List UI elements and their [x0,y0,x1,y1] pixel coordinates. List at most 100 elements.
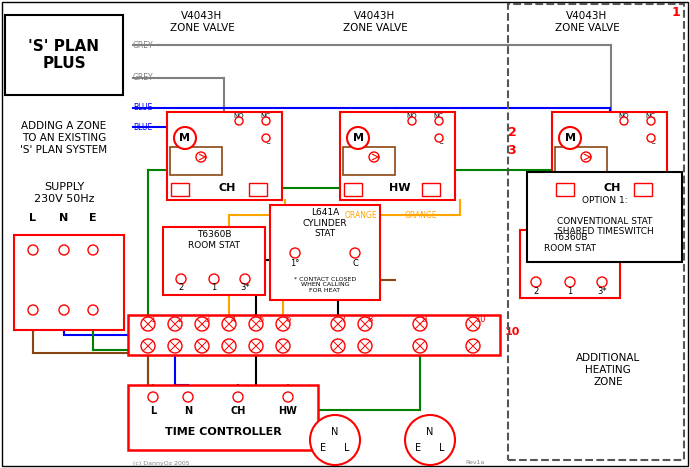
Bar [343,147,395,175]
Circle shape [88,245,98,255]
Text: 10: 10 [504,327,520,337]
Bar [340,112,455,200]
Circle shape [559,127,581,149]
Circle shape [28,305,38,315]
Circle shape [331,317,345,331]
Text: NO: NO [619,113,629,119]
Circle shape [331,339,345,353]
Text: T6360B
ROOM STAT: T6360B ROOM STAT [188,230,240,250]
Bar [634,183,652,196]
Circle shape [88,305,98,315]
Bar [270,205,380,300]
Circle shape [262,134,270,142]
Text: E: E [89,213,97,223]
Text: BLUE: BLUE [133,103,152,112]
Text: 1°: 1° [290,258,299,268]
Bar [588,262,598,270]
Bar [167,112,282,200]
Text: N: N [59,213,68,223]
Circle shape [222,339,236,353]
Circle shape [310,415,360,465]
Circle shape [466,339,480,353]
Text: L: L [30,213,37,223]
Text: 4: 4 [231,315,236,324]
Bar [552,112,667,200]
Circle shape [235,117,243,125]
Circle shape [647,117,655,125]
Text: C: C [266,139,270,145]
Circle shape [435,134,443,142]
Text: 1: 1 [567,286,573,295]
Circle shape [262,117,270,125]
Circle shape [597,277,607,287]
Circle shape [369,152,379,162]
Bar [555,147,607,175]
Bar [170,147,222,175]
Text: L: L [440,443,445,453]
Bar [556,183,574,196]
Text: 2: 2 [177,315,182,324]
Circle shape [196,152,206,162]
Circle shape [581,152,591,162]
Text: V4043H
ZONE VALVE: V4043H ZONE VALVE [555,11,620,33]
Text: Rev1a: Rev1a [465,461,484,466]
Text: M: M [353,133,364,143]
Circle shape [358,317,372,331]
Bar [527,172,682,262]
Circle shape [240,274,250,284]
Circle shape [168,317,182,331]
Bar [235,259,245,267]
Text: SUPPLY
230V 50Hz: SUPPLY 230V 50Hz [34,182,95,204]
Text: 5: 5 [258,315,264,324]
Text: BLUE: BLUE [133,123,152,132]
Text: CH: CH [603,183,621,193]
Text: T6360B
ROOM STAT: T6360B ROOM STAT [544,234,596,253]
Text: NC: NC [260,113,270,119]
Circle shape [276,339,290,353]
Circle shape [209,274,219,284]
Text: 3*: 3* [597,286,607,295]
Circle shape [347,127,369,149]
Circle shape [435,117,443,125]
Bar [549,262,559,270]
Text: M: M [564,133,575,143]
Text: ADDITIONAL
HEATING
ZONE: ADDITIONAL HEATING ZONE [576,353,640,387]
Text: N: N [426,427,434,437]
Text: 1: 1 [211,284,217,292]
Circle shape [183,392,193,402]
Text: 3: 3 [204,315,209,324]
Bar [575,262,585,270]
Circle shape [141,339,155,353]
Text: 1: 1 [150,315,155,324]
Circle shape [413,317,427,331]
Circle shape [276,317,290,331]
Text: ORANGE: ORANGE [345,211,377,219]
Circle shape [565,277,575,287]
Text: 2: 2 [533,286,539,295]
Bar [163,227,265,295]
Text: C: C [651,139,656,145]
Bar [128,315,500,355]
Circle shape [249,339,263,353]
Text: GREY: GREY [133,73,154,82]
Bar [5,15,123,95]
Circle shape [148,392,158,402]
Bar [14,235,124,330]
Text: L641A
CYLINDER
STAT: L641A CYLINDER STAT [303,208,347,238]
Bar [536,262,546,270]
Circle shape [195,317,209,331]
Circle shape [358,339,372,353]
Bar [562,262,572,270]
Bar [249,183,267,196]
Text: 3*: 3* [240,284,250,292]
Circle shape [647,134,655,142]
Circle shape [168,339,182,353]
Text: 1: 1 [671,6,680,19]
Circle shape [195,339,209,353]
Text: NC: NC [645,113,655,119]
Text: C: C [352,258,358,268]
Text: C: C [439,139,444,145]
Circle shape [233,392,243,402]
Text: 6: 6 [285,315,290,324]
Text: 3: 3 [508,144,516,156]
